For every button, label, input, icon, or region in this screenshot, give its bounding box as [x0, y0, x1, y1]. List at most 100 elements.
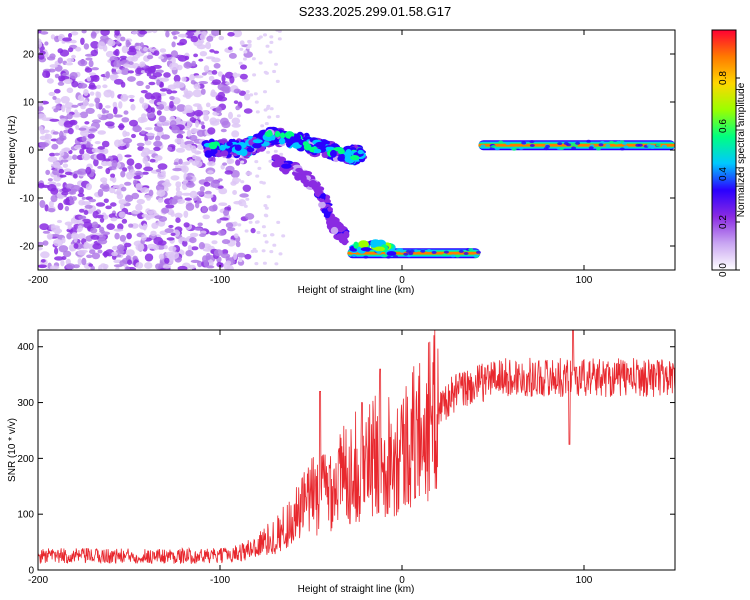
noise-speckle: [227, 32, 235, 37]
noise-speckle: [238, 157, 243, 161]
noise-speckle: [254, 262, 259, 266]
branch-blob: [208, 141, 218, 150]
noise-speckle: [230, 170, 240, 178]
noise-speckle: [44, 41, 49, 46]
noise-speckle: [139, 97, 145, 104]
noise-speckle: [142, 171, 149, 175]
noise-speckle: [50, 195, 58, 203]
noise-speckle: [108, 166, 117, 170]
noise-speckle: [166, 89, 173, 95]
band-blob: [408, 252, 414, 256]
noise-speckle: [115, 266, 120, 270]
noise-speckle: [275, 79, 280, 83]
band-blob: [622, 142, 628, 145]
noise-speckle: [263, 90, 267, 94]
noise-speckle: [266, 150, 271, 154]
branch-blob: [252, 143, 262, 149]
noise-speckle: [274, 62, 278, 66]
noise-speckle: [88, 103, 95, 107]
noise-speckle: [183, 222, 190, 228]
noise-speckle: [136, 198, 145, 205]
band-blob: [405, 249, 411, 253]
noise-speckle: [269, 35, 274, 39]
noise-speckle: [40, 251, 50, 259]
noise-speckle: [46, 78, 54, 84]
noise-speckle: [261, 249, 266, 253]
noise-speckle: [88, 128, 98, 132]
noise-speckle: [85, 183, 92, 191]
noise-speckle: [175, 181, 182, 188]
noise-speckle: [122, 137, 133, 144]
noise-speckle: [215, 118, 221, 123]
noise-speckle: [219, 262, 224, 268]
noise-speckle: [277, 37, 282, 41]
branch-blob: [340, 235, 346, 243]
noise-speckle: [244, 229, 249, 233]
noise-speckle: [121, 218, 128, 224]
band-blob: [637, 143, 643, 147]
noise-speckle: [62, 37, 72, 42]
noise-speckle: [63, 78, 73, 84]
noise-speckle: [142, 223, 147, 231]
noise-speckle: [85, 166, 92, 175]
noise-speckle: [111, 251, 118, 257]
noise-speckle: [196, 150, 202, 155]
noise-speckle: [156, 79, 161, 86]
noise-speckle: [66, 232, 73, 240]
branch-blob: [374, 246, 385, 252]
noise-speckle: [195, 120, 199, 128]
noise-speckle: [141, 113, 147, 120]
snr-y-tick-label: 300: [17, 398, 34, 409]
noise-speckle: [193, 75, 204, 79]
noise-speckle: [197, 222, 203, 227]
noise-speckle: [125, 39, 131, 48]
noise-speckle: [73, 235, 78, 243]
noise-speckle: [238, 258, 243, 263]
noise-speckle: [262, 234, 267, 238]
band-blob: [403, 252, 409, 256]
band-blob: [442, 253, 448, 257]
noise-speckle: [170, 175, 180, 181]
noise-speckle: [101, 140, 110, 148]
branch-blob: [353, 241, 359, 249]
noise-speckle: [245, 197, 250, 201]
noise-speckle: [209, 49, 215, 53]
noise-speckle: [232, 190, 238, 195]
noise-speckle: [54, 247, 59, 255]
noise-speckle: [159, 81, 164, 88]
branch-blob: [289, 136, 296, 144]
noise-speckle: [219, 86, 230, 92]
noise-speckle: [69, 72, 78, 79]
band-blob: [661, 144, 667, 148]
noise-speckle: [170, 50, 179, 58]
noise-speckle: [233, 252, 238, 260]
noise-speckle: [221, 249, 229, 255]
noise-speckle: [226, 157, 233, 165]
branch-blob: [337, 148, 345, 155]
noise-speckle: [159, 77, 170, 82]
band-blob: [458, 249, 464, 253]
band-blob: [431, 250, 437, 254]
noise-speckle: [239, 73, 248, 80]
noise-speckle: [63, 120, 74, 128]
noise-speckle: [247, 39, 252, 44]
noise-speckle: [113, 50, 119, 56]
noise-speckle: [193, 83, 201, 90]
noise-speckle: [238, 61, 243, 65]
noise-speckle: [198, 58, 204, 62]
branch-blob: [295, 167, 303, 173]
noise-speckle: [61, 104, 66, 113]
branch-blob: [274, 130, 281, 138]
noise-speckle: [165, 251, 175, 257]
noise-speckle: [94, 141, 101, 145]
noise-speckle: [59, 150, 65, 157]
noise-speckle: [153, 50, 160, 56]
noise-speckle: [71, 104, 79, 108]
noise-speckle: [237, 223, 242, 227]
band-blob: [505, 142, 511, 145]
noise-speckle: [47, 234, 53, 240]
noise-speckle: [110, 173, 116, 179]
noise-speckle: [81, 135, 87, 142]
noise-speckle: [39, 223, 49, 231]
noise-speckle: [143, 46, 148, 52]
